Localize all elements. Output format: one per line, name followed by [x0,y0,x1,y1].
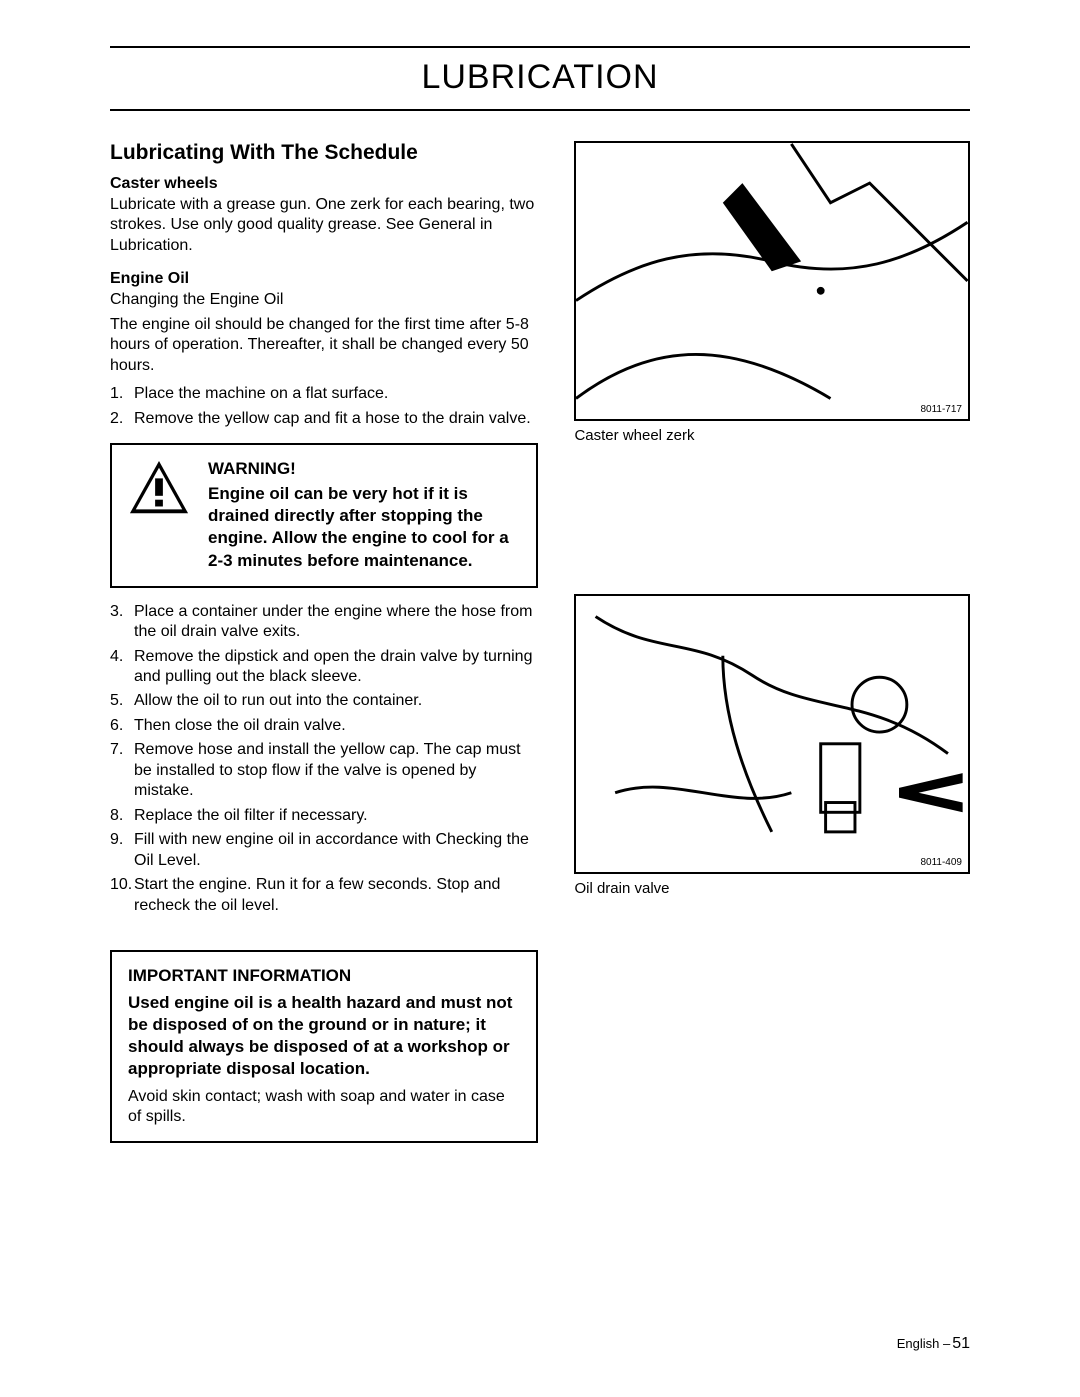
step-item: Allow the oil to run out into the contai… [110,691,538,711]
caster-text: Lubricate with a grease gun. One zerk fo… [110,195,538,256]
important-plain-body: Avoid skin contact; wash with soap and w… [128,1087,520,1128]
page-footer: English –51 [897,1335,970,1353]
warning-triangle-icon [128,459,190,515]
steps-list-b: Place a container under the engine where… [110,602,538,917]
figure-caption: Oil drain valve [574,880,970,897]
step-item: Remove the yellow cap and fit a hose to … [110,409,538,429]
figure-caster-svg [576,143,968,419]
step-item: Place the machine on a flat surface. [110,384,538,404]
section-heading: Lubricating With The Schedule [110,141,538,165]
left-column: Lubricating With The Schedule Caster whe… [110,141,538,1157]
rule-bottom [110,109,970,111]
page-frame: LUBRICATION Lubricating With The Schedul… [110,46,970,1397]
step-item: Fill with new engine oil in accordance w… [110,830,538,871]
important-callout: IMPORTANT INFORMATION Used engine oil is… [110,950,538,1143]
step-item: Remove the dipstick and open the drain v… [110,647,538,688]
footer-lang: English [897,1336,940,1351]
step-item: Remove hose and install the yellow cap. … [110,740,538,801]
engine-oil-intro: The engine oil should be changed for the… [110,315,538,376]
engine-oil-subheading: Changing the Engine Oil [110,290,538,310]
important-title: IMPORTANT INFORMATION [128,966,520,986]
step-item: Place a container under the engine where… [110,602,538,643]
footer-sep: – [939,1336,950,1351]
warning-callout: WARNING! Engine oil can be very hot if i… [110,443,538,587]
figure-caster-wheel: 8011-717 [574,141,970,421]
step-item: Start the engine. Run it for a few secon… [110,875,538,916]
engine-oil-heading: Engine Oil [110,270,538,288]
figure-oil-drain: 8011-409 [574,594,970,874]
step-item: Then close the oil drain valve. [110,716,538,736]
figure-code: 8011-409 [920,857,962,868]
warning-title: WARNING! [208,459,520,479]
figure-gap [574,444,970,594]
page-title: LUBRICATION [110,48,970,103]
figure-code: 8011-717 [920,404,962,415]
important-bold-body: Used engine oil is a health hazard and m… [128,992,520,1080]
two-column-layout: Lubricating With The Schedule Caster whe… [110,141,970,1157]
caster-heading: Caster wheels [110,175,538,193]
warning-row: WARNING! Engine oil can be very hot if i… [128,459,520,571]
warning-text-block: WARNING! Engine oil can be very hot if i… [208,459,520,571]
steps-list-a: Place the machine on a flat surface. Rem… [110,384,538,429]
figure-oil-svg [576,596,968,872]
footer-page-number: 51 [952,1335,970,1352]
figure-caption: Caster wheel zerk [574,427,970,444]
warning-body: Engine oil can be very hot if it is drai… [208,483,520,571]
warning-svg-icon [128,459,190,515]
step-item: Replace the oil filter if necessary. [110,806,538,826]
right-column: 8011-717 Caster wheel zerk 8011-409 Oil … [574,141,970,1157]
